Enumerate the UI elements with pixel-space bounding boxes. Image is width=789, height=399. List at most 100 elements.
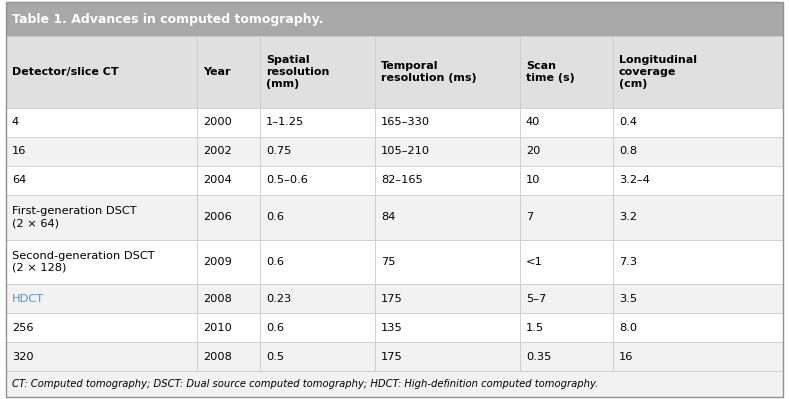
- Bar: [375, 239, 520, 284]
- Text: 2002: 2002: [203, 146, 232, 156]
- Bar: [6, 137, 197, 166]
- Bar: [613, 166, 783, 195]
- Text: Temporal
resolution (ms): Temporal resolution (ms): [381, 61, 477, 83]
- Text: 2009: 2009: [203, 257, 232, 267]
- Text: 0.5: 0.5: [266, 352, 284, 361]
- Text: 0.8: 0.8: [619, 146, 638, 156]
- Text: CT: Computed tomography; DSCT: Dual source computed tomography; HDCT: High-defin: CT: Computed tomography; DSCT: Dual sour…: [12, 379, 598, 389]
- Bar: [375, 313, 520, 342]
- Bar: [6, 36, 197, 108]
- Bar: [197, 166, 260, 195]
- Bar: [520, 36, 613, 108]
- Text: First-generation DSCT
(2 × 64): First-generation DSCT (2 × 64): [12, 206, 136, 228]
- Text: 7.3: 7.3: [619, 257, 638, 267]
- Bar: [6, 195, 197, 239]
- Bar: [6, 108, 197, 137]
- Text: Year: Year: [203, 67, 230, 77]
- Text: 3.5: 3.5: [619, 294, 638, 304]
- Text: 5–7: 5–7: [526, 294, 546, 304]
- Text: 3.2: 3.2: [619, 212, 637, 222]
- Bar: [197, 342, 260, 371]
- Bar: [613, 239, 783, 284]
- Text: 1.5: 1.5: [526, 322, 544, 332]
- Bar: [6, 2, 783, 36]
- Bar: [520, 239, 613, 284]
- Bar: [260, 195, 375, 239]
- Text: 2008: 2008: [203, 352, 232, 361]
- Bar: [613, 36, 783, 108]
- Text: 175: 175: [381, 294, 402, 304]
- Bar: [613, 313, 783, 342]
- Text: 8.0: 8.0: [619, 322, 638, 332]
- Bar: [197, 36, 260, 108]
- Bar: [375, 137, 520, 166]
- Text: 16: 16: [619, 352, 634, 361]
- Bar: [260, 108, 375, 137]
- Bar: [375, 36, 520, 108]
- Text: 3.2–4: 3.2–4: [619, 176, 650, 186]
- Text: Table 1. Advances in computed tomography.: Table 1. Advances in computed tomography…: [12, 12, 323, 26]
- Text: 165–330: 165–330: [381, 117, 430, 128]
- Bar: [520, 108, 613, 137]
- Bar: [375, 284, 520, 313]
- Bar: [6, 342, 197, 371]
- Text: 4: 4: [12, 117, 19, 128]
- Bar: [375, 195, 520, 239]
- Bar: [6, 239, 197, 284]
- Text: 0.75: 0.75: [266, 146, 291, 156]
- Text: 40: 40: [526, 117, 540, 128]
- Text: Scan
time (s): Scan time (s): [526, 61, 574, 83]
- Text: 20: 20: [526, 146, 540, 156]
- Text: 105–210: 105–210: [381, 146, 430, 156]
- Bar: [6, 284, 197, 313]
- Text: 0.4: 0.4: [619, 117, 637, 128]
- Bar: [6, 313, 197, 342]
- Bar: [520, 313, 613, 342]
- Bar: [613, 284, 783, 313]
- Bar: [260, 313, 375, 342]
- Bar: [6, 371, 783, 397]
- Text: 2008: 2008: [203, 294, 232, 304]
- Bar: [197, 195, 260, 239]
- Bar: [260, 137, 375, 166]
- Bar: [520, 284, 613, 313]
- Text: 84: 84: [381, 212, 395, 222]
- Text: 1–1.25: 1–1.25: [266, 117, 305, 128]
- Bar: [260, 284, 375, 313]
- Bar: [197, 137, 260, 166]
- Bar: [375, 108, 520, 137]
- Text: 7: 7: [526, 212, 533, 222]
- Bar: [520, 137, 613, 166]
- Text: 0.6: 0.6: [266, 322, 284, 332]
- Bar: [520, 195, 613, 239]
- Text: 0.35: 0.35: [526, 352, 552, 361]
- Text: 135: 135: [381, 322, 402, 332]
- Bar: [613, 195, 783, 239]
- Text: 10: 10: [526, 176, 540, 186]
- Text: 75: 75: [381, 257, 395, 267]
- Text: 0.6: 0.6: [266, 257, 284, 267]
- Text: 2000: 2000: [203, 117, 232, 128]
- Bar: [375, 342, 520, 371]
- Bar: [613, 342, 783, 371]
- Bar: [260, 342, 375, 371]
- Bar: [197, 284, 260, 313]
- Text: Spatial
resolution
(mm): Spatial resolution (mm): [266, 55, 329, 89]
- Bar: [260, 166, 375, 195]
- Bar: [197, 313, 260, 342]
- Bar: [260, 239, 375, 284]
- Text: 0.5–0.6: 0.5–0.6: [266, 176, 308, 186]
- Text: Second-generation DSCT
(2 × 128): Second-generation DSCT (2 × 128): [12, 251, 155, 273]
- Text: <1: <1: [526, 257, 543, 267]
- Text: 2010: 2010: [203, 322, 232, 332]
- Bar: [375, 166, 520, 195]
- Text: 256: 256: [12, 322, 33, 332]
- Text: 0.6: 0.6: [266, 212, 284, 222]
- Bar: [197, 239, 260, 284]
- Text: Longitudinal
coverage
(cm): Longitudinal coverage (cm): [619, 55, 697, 89]
- Text: 175: 175: [381, 352, 402, 361]
- Text: 16: 16: [12, 146, 26, 156]
- Text: 2004: 2004: [203, 176, 232, 186]
- Text: 82–165: 82–165: [381, 176, 423, 186]
- Text: Detector/slice CT: Detector/slice CT: [12, 67, 118, 77]
